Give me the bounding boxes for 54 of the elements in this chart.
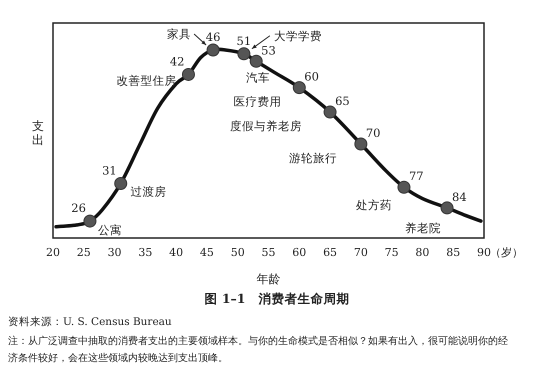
annotation: 70 — [366, 126, 380, 140]
x-tick-label: 65 — [323, 246, 338, 259]
x-tick-label: 85 — [446, 246, 460, 259]
x-tick-label: 90 — [477, 246, 491, 259]
point — [250, 54, 263, 68]
annotation: 改善型住房 — [116, 73, 176, 88]
x-axis-title: 年龄 — [256, 272, 280, 286]
annotation: 60 — [304, 70, 319, 84]
annotation: 51 — [236, 34, 252, 48]
text: 资料来源：U. S. Census Bureau — [8, 315, 172, 328]
point — [397, 180, 410, 194]
annotation: 度假与养老房 — [230, 119, 302, 134]
point — [292, 81, 306, 94]
annotation: 家具 — [167, 27, 192, 41]
text: 注：从广泛调查中抽取的消费者支出的主要领域样本。与你的生命模式是否相似？如果有出入，很可能说明你的经济条件较好，会在这些领域内较晚达到支出顶峰。 — [8, 335, 508, 364]
annotation: 游轮旅行 — [288, 151, 337, 165]
x-tick-label: 70 — [354, 246, 368, 259]
annotation: 26 — [71, 201, 86, 216]
x-tick-label: 20 — [46, 246, 60, 259]
x-tick-label: 60 — [292, 246, 306, 259]
text: （岁） — [490, 246, 523, 259]
annotation: 汽车 — [246, 70, 270, 84]
annotation: 84 — [452, 190, 467, 204]
point — [206, 44, 220, 56]
annotation: 处方药 — [356, 198, 392, 212]
x-tick-label: 40 — [169, 246, 184, 259]
annotation: 医疗费用 — [233, 94, 282, 109]
point — [354, 138, 368, 150]
x-tick-label: 75 — [384, 246, 399, 259]
annotation: 31 — [102, 163, 117, 178]
point — [83, 214, 96, 228]
x-tick-label: 55 — [262, 246, 276, 259]
annotation: 42 — [170, 54, 184, 68]
point — [114, 176, 128, 190]
x-tick-label: 45 — [200, 246, 214, 259]
annotation: 65 — [335, 94, 350, 108]
point — [440, 201, 454, 214]
annotation: 养老院 — [405, 220, 442, 235]
x-tick-label: 25 — [76, 246, 91, 259]
text: 图 1–1 消费者生命周期 — [204, 291, 350, 306]
annotation: 公寓 — [98, 223, 122, 238]
point — [182, 68, 195, 81]
x-tick-label: 50 — [230, 246, 245, 259]
point — [237, 47, 250, 60]
x-tick-label: 35 — [138, 246, 152, 259]
x-tick-label: 80 — [415, 246, 430, 259]
point — [324, 106, 337, 119]
y-axis-title: 支出 — [32, 119, 44, 147]
x-tick-label: 30 — [108, 246, 122, 259]
annotation: 过渡房 — [130, 184, 167, 198]
annotation: 46 — [206, 30, 220, 44]
annotation: 大学学费 — [274, 28, 322, 43]
annotation: 53 — [261, 43, 276, 58]
annotation: 77 — [408, 169, 424, 184]
